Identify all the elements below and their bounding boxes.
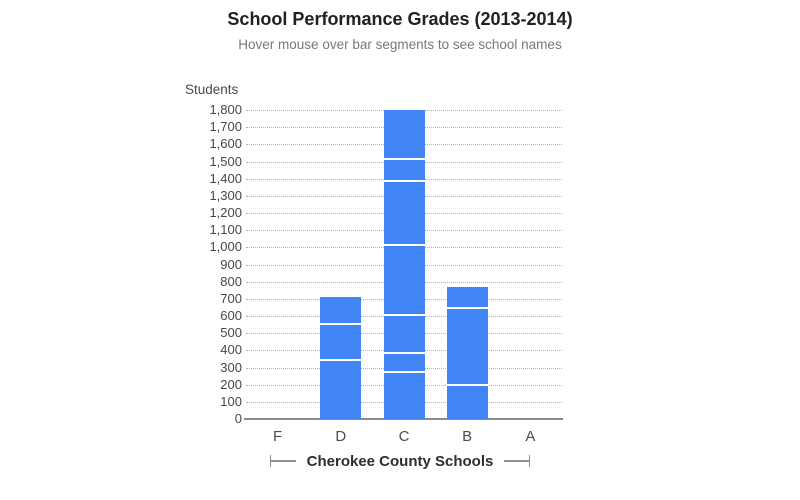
y-tick-label: 700 (220, 290, 242, 306)
y-tick-label: 1,300 (209, 187, 242, 203)
x-tick-label: A (525, 428, 536, 445)
bar-segment[interactable] (383, 245, 425, 316)
bar-segment[interactable] (320, 325, 362, 361)
x-tick-label: F (273, 428, 283, 445)
y-tick-label: 1,000 (209, 239, 242, 255)
bar-segment[interactable] (446, 386, 488, 419)
y-tick-label: 800 (220, 273, 242, 289)
stacked-bar-C (383, 110, 425, 419)
y-tick-label: 200 (220, 376, 242, 392)
y-axis-labels: 0 100 200 300 400 500 600 700 800 900 1,000 1,100 1,… (158, 103, 242, 426)
stacked-bar-B (446, 110, 488, 419)
y-tick-label: 300 (220, 359, 242, 375)
y-tick-label: 900 (220, 256, 242, 272)
y-tick-label: 400 (220, 342, 242, 358)
y-tick-label: 1,600 (209, 136, 242, 152)
x-axis-line (244, 418, 563, 420)
y-tick-label: 600 (220, 308, 242, 323)
x-tick-label: B (462, 428, 473, 445)
bar-segment[interactable] (383, 353, 425, 373)
bar-segment[interactable] (383, 110, 425, 160)
axis-bracket-left-icon (269, 455, 296, 467)
bar-segment[interactable] (383, 316, 425, 354)
y-axis-title: Students (185, 82, 239, 97)
x-tick-label: D (335, 428, 347, 445)
bar-segment[interactable] (446, 286, 488, 310)
y-tick-label: 500 (220, 325, 242, 341)
bar-segment[interactable] (383, 372, 425, 419)
axis-bracket-right-icon (504, 455, 531, 467)
stacked-bar-D (320, 110, 362, 419)
bar-segment[interactable] (383, 159, 425, 183)
bar-segment[interactable] (383, 182, 425, 246)
chart-subtitle: Hover mouse over bar segments to see sch… (238, 37, 562, 52)
y-tick-label: 100 (220, 393, 242, 409)
y-tick-label: 1,200 (209, 205, 242, 220)
y-tick-label: 0 (234, 411, 242, 426)
y-tick-label: 1,700 (209, 119, 242, 135)
plot-area (244, 110, 563, 420)
x-tick-label: C (398, 428, 410, 445)
chart-title: School Performance Grades (2013-2014) (227, 9, 573, 29)
bar-segment[interactable] (320, 360, 362, 419)
bar-segment[interactable] (446, 309, 488, 387)
x-axis-title-row: Cherokee County Schools (0, 452, 800, 470)
y-tick-label: 1,500 (209, 153, 242, 169)
y-tick-label: 1,400 (209, 170, 242, 186)
y-tick-label: 1,100 (209, 222, 242, 238)
bar-segment[interactable] (320, 297, 362, 326)
x-axis-title: Cherokee County Schools (306, 452, 494, 470)
y-tick-label: 1,800 (209, 102, 242, 117)
